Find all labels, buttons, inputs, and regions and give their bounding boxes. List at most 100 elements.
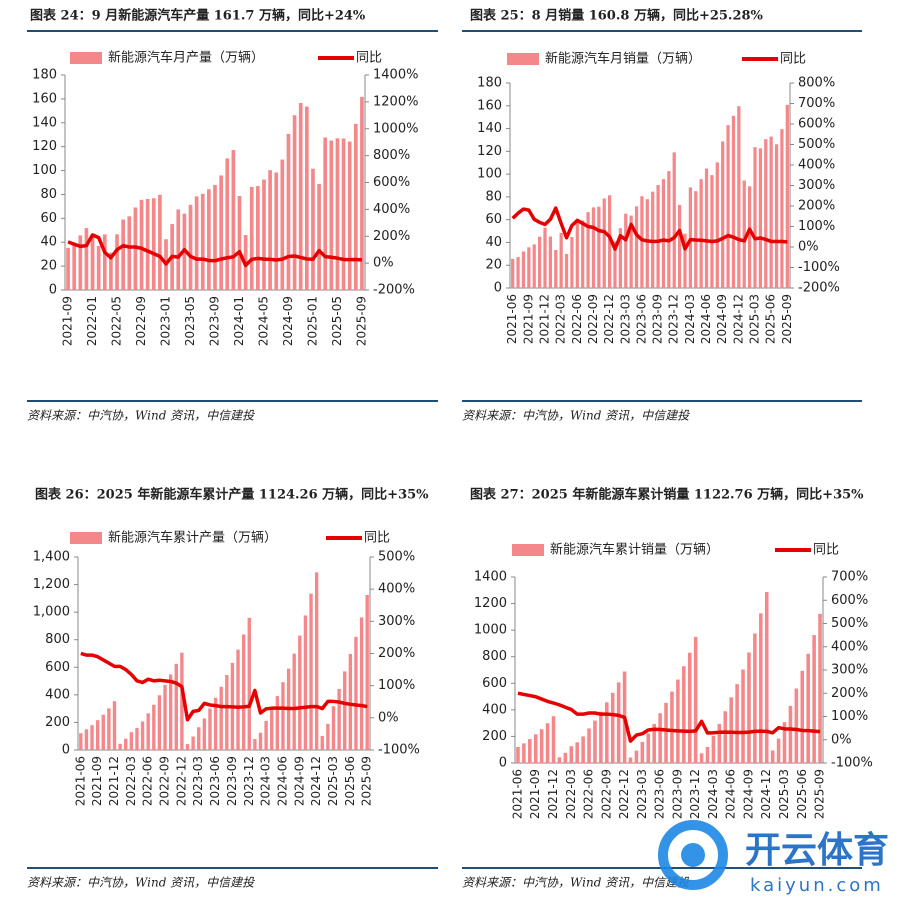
x-tick-label: 2021-06 [73, 756, 87, 806]
y2-tick-label: 300% [831, 663, 868, 678]
bar [521, 251, 526, 288]
bar [208, 708, 212, 750]
bar [298, 102, 303, 290]
bar [664, 702, 668, 763]
bar [262, 179, 266, 290]
x-tick-label: 2024-06 [724, 769, 738, 819]
y-tick-label: 20 [40, 259, 57, 274]
bar [693, 636, 698, 763]
y2-tick-label: 400% [831, 639, 868, 654]
x-tick-label: 2024-12 [759, 769, 773, 819]
x-tick-label: 2023-06 [208, 756, 222, 806]
bar [581, 220, 585, 288]
bar [107, 708, 111, 750]
bar [646, 733, 651, 763]
y2-tick-label: 800% [798, 76, 835, 91]
bar [683, 233, 687, 288]
x-tick-label: 2023-06 [634, 294, 648, 344]
y-tick-label: 160 [477, 98, 502, 113]
bar [539, 729, 544, 763]
x-tick-label: 2024-01 [232, 296, 246, 346]
x-tick-label: 2021-06 [505, 294, 519, 344]
x-tick-label: 2022-12 [617, 769, 631, 819]
x-tick-label: 2023-12 [667, 294, 681, 344]
x-tick-label: 2024-06 [699, 294, 713, 344]
bar [194, 196, 199, 290]
x-tick-label: 2022-09 [586, 294, 600, 344]
bar [758, 148, 762, 288]
y-tick-label: 600 [45, 660, 70, 675]
bar [72, 242, 77, 290]
y2-tick-label: 1000% [373, 121, 418, 136]
x-tick-label: 2024-03 [259, 756, 273, 806]
bar [337, 688, 341, 750]
bar [597, 206, 601, 288]
y2-tick-label: 100% [831, 709, 868, 724]
bar [236, 649, 240, 750]
watermark-url: kaiyun.com [750, 875, 884, 896]
y-tick-label: 140 [477, 121, 502, 136]
x-tick-label: 2023-09 [225, 756, 239, 806]
bar [516, 257, 520, 288]
x-tick-label: 2025-09 [780, 294, 794, 344]
x-tick-label: 2023-12 [688, 769, 702, 819]
y-tick-label: 1,400 [33, 550, 70, 565]
bar [115, 234, 119, 290]
x-tick-label: 2022-01 [85, 296, 99, 346]
x-tick-label: 2022-09 [158, 756, 172, 806]
y2-tick-label: 300% [378, 614, 415, 629]
x-tick-label: 2025-06 [343, 756, 357, 806]
y2-tick-label: 1400% [373, 68, 418, 83]
bar [151, 198, 156, 290]
bar [538, 236, 542, 288]
bar [711, 736, 716, 763]
bar [780, 129, 784, 288]
y-tick-label: 100 [32, 163, 57, 178]
bar [818, 613, 822, 763]
chart-title: 图表 25：8 月销量 160.8 万辆，同比+25.28% [470, 8, 764, 24]
x-tick-label: 2022-06 [570, 294, 584, 344]
bar [640, 741, 645, 763]
bar [188, 204, 193, 290]
bar [353, 123, 358, 290]
x-tick-label: 2021-09 [61, 296, 75, 346]
x-tick-label: 2022-06 [141, 756, 155, 806]
watermark-logo [658, 820, 728, 890]
bar [292, 115, 297, 290]
y2-tick-label: 100% [798, 219, 835, 234]
bar [331, 706, 336, 750]
x-tick-label: 2022-09 [599, 769, 613, 819]
x-tick-label: 2025-09 [354, 296, 368, 346]
bar [774, 144, 779, 288]
y2-tick-label: 0% [798, 240, 819, 255]
y-tick-label: 600 [482, 676, 507, 691]
bar [347, 141, 352, 290]
bar [140, 721, 145, 750]
bar [163, 684, 167, 750]
bar [776, 738, 781, 763]
line [517, 691, 821, 743]
bar [95, 720, 100, 750]
bar [79, 733, 83, 750]
bar [180, 652, 184, 750]
bar [231, 150, 236, 290]
x-tick-label: 2023-09 [651, 294, 665, 344]
bar [200, 193, 205, 290]
bar [785, 104, 789, 288]
bar [753, 147, 757, 288]
x-tick-label: 2025-03 [748, 294, 762, 344]
bar [139, 199, 144, 290]
bar [241, 634, 246, 750]
bar [563, 752, 568, 763]
y2-tick-label: 200% [798, 199, 835, 214]
bar [174, 663, 178, 750]
bar [723, 711, 728, 763]
bar [570, 237, 574, 288]
bar [532, 244, 536, 288]
bar [197, 727, 201, 750]
x-tick-label: 2024-09 [292, 756, 306, 806]
bar [618, 228, 622, 288]
y-tick-label: 1400 [474, 570, 507, 585]
bar [237, 195, 242, 290]
bar [118, 743, 122, 750]
